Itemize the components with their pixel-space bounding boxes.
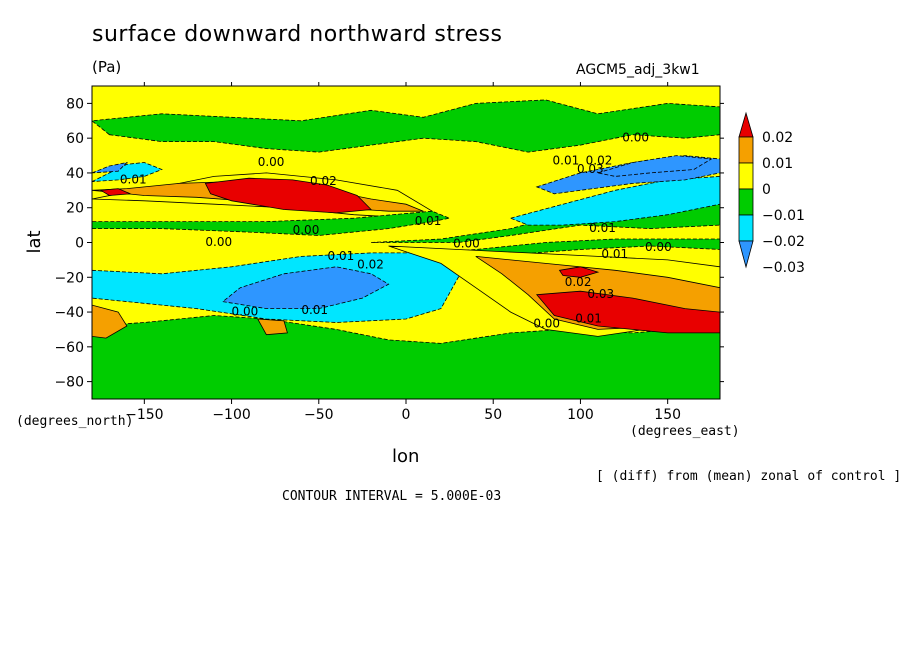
contour-label: 0.00	[645, 240, 672, 254]
contour-label: 0.01	[301, 303, 328, 317]
colorbar-band	[738, 136, 754, 164]
colorbar-band	[738, 188, 754, 216]
contour-region	[92, 315, 720, 399]
y-tick-label: 60	[66, 131, 84, 147]
contour-labels: 0.000.01 0.020.000.000.010.000.010.020.00…	[120, 131, 672, 331]
y-axis: −80 −60 −40 −20 0 20 40 60 80	[54, 96, 724, 391]
contour-region	[256, 318, 288, 336]
contour-label: 0.00	[258, 155, 285, 169]
x-tick-label: 50	[484, 407, 502, 423]
difference-note: [ (diff) from (mean) zonal of control ]	[596, 469, 902, 484]
contour-region	[92, 161, 129, 174]
x-axis-label: lon	[392, 446, 420, 467]
colorbar-label: −0.03	[762, 260, 805, 276]
filled-contour-regions	[92, 99, 720, 399]
colorbar-label: 0	[762, 182, 771, 198]
x-tick-label: −150	[125, 407, 163, 423]
contour-region	[204, 177, 372, 214]
chart-title: surface downward northward stress	[92, 22, 503, 47]
colorbar-band	[738, 214, 754, 242]
colorbar: 0.02 0.01 0 −0.01 −0.02 −0.03	[738, 111, 805, 276]
contour-region	[535, 290, 720, 334]
contour-label: 0.01	[120, 172, 147, 186]
contour-label: 0.02	[310, 174, 337, 188]
contour-label: 0.01	[575, 311, 602, 325]
contour-label: 0.01	[415, 214, 442, 228]
colorbar-label: 0.02	[762, 130, 793, 146]
contour-label: 0.02	[565, 275, 592, 289]
contour-label: 0.01	[328, 249, 355, 263]
contour-region	[558, 266, 600, 278]
contour-region	[92, 99, 720, 153]
x-tick-label: −50	[304, 407, 334, 423]
contour-label: 0.02	[586, 153, 613, 167]
contour-label: 0.00	[293, 223, 320, 237]
contour-label: 0.03	[577, 162, 604, 176]
x-tick-label: 100	[567, 407, 594, 423]
contour-region	[221, 266, 390, 309]
run-name-label: AGCM5_adj_3kw1	[576, 62, 700, 78]
contour-label: 0.02	[357, 258, 384, 272]
x-tick-label: 0	[402, 407, 411, 423]
contour-label: 0.01	[601, 247, 628, 261]
contour-label: 0.00	[232, 305, 259, 319]
y-tick-label: 0	[75, 236, 84, 252]
contour-label: 0.00	[622, 131, 649, 145]
contour-interval-label: CONTOUR INTERVAL = 5.000E-03	[282, 489, 502, 504]
y-tick-label: 20	[66, 201, 84, 217]
y-tick-label: −20	[54, 270, 84, 286]
contour-region	[92, 162, 163, 182]
y-axis-label: lat	[24, 230, 45, 253]
contour-region	[92, 210, 452, 236]
plot-area: 0.000.01 0.020.000.000.010.000.010.020.00…	[91, 85, 721, 400]
contour-label: 0.00	[533, 317, 560, 331]
contour-label: 0.01	[553, 153, 580, 167]
y-tick-label: 40	[66, 166, 84, 182]
contour-region	[92, 304, 128, 339]
x-axis: −150 −100 −50 0 50 100 150	[125, 82, 681, 423]
colorbar-label: −0.02	[762, 234, 805, 250]
y-unit-label: (degrees_north)	[16, 414, 134, 429]
colorbar-band	[738, 162, 754, 190]
contour-label: 0.01	[589, 221, 616, 235]
x-tick-label: 150	[654, 407, 681, 423]
colorbar-arrow-top	[738, 111, 754, 138]
x-unit-label: (degrees_east)	[630, 424, 740, 439]
contour-label: 0.00	[205, 235, 232, 249]
y-tick-label: 80	[66, 96, 84, 112]
contour-region	[99, 188, 131, 196]
contour-label: 0.03	[587, 287, 614, 301]
colorbar-label: −0.01	[762, 208, 805, 224]
colorbar-label: 0.01	[762, 156, 793, 172]
contour-label: 0.00	[453, 237, 480, 251]
x-tick-label: −100	[212, 407, 250, 423]
units-label: (Pa)	[92, 58, 122, 76]
y-tick-label: −40	[54, 305, 84, 321]
contour-region	[509, 175, 720, 226]
y-tick-label: −80	[54, 375, 84, 391]
colorbar-arrow-bottom	[738, 240, 754, 269]
contour-region	[597, 155, 713, 177]
y-tick-label: −60	[54, 340, 84, 356]
